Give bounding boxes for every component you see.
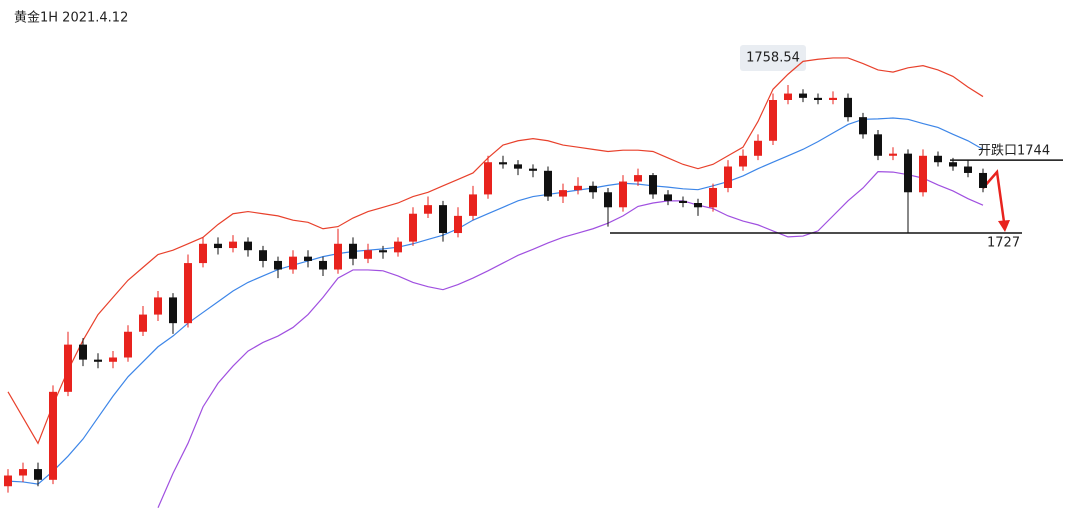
candle-body bbox=[184, 263, 192, 324]
candle-body bbox=[649, 175, 657, 195]
candle-body bbox=[604, 192, 612, 208]
candle-body bbox=[739, 155, 747, 167]
candle-body bbox=[319, 260, 327, 270]
candle-body bbox=[784, 93, 792, 100]
candle-body bbox=[679, 200, 687, 203]
forecast-arrow bbox=[982, 169, 1006, 223]
candle-body bbox=[949, 162, 957, 167]
candle-body bbox=[529, 168, 537, 171]
candle-body bbox=[799, 93, 807, 98]
candle-body bbox=[919, 155, 927, 193]
candle-body bbox=[964, 166, 972, 173]
peak-label: 1758.54 bbox=[746, 51, 800, 66]
level-label: 1727 bbox=[987, 236, 1020, 251]
level-label: 开跌口1744 bbox=[978, 143, 1050, 159]
candle-body bbox=[379, 250, 387, 253]
candle-body bbox=[229, 241, 237, 249]
peak-callout bbox=[740, 45, 806, 71]
candle-body bbox=[514, 164, 522, 169]
candle-body bbox=[469, 194, 477, 216]
candle-body bbox=[904, 153, 912, 193]
candle-body bbox=[484, 162, 492, 195]
candle-body bbox=[409, 213, 417, 242]
candle-body bbox=[754, 140, 762, 156]
arrow-head bbox=[998, 220, 1010, 232]
candle-body bbox=[334, 243, 342, 270]
candle-body bbox=[79, 344, 87, 360]
candle-body bbox=[214, 243, 222, 249]
candle-body bbox=[934, 155, 942, 163]
candle-body bbox=[769, 99, 777, 141]
candle-body bbox=[4, 475, 12, 487]
candle-body bbox=[589, 185, 597, 193]
candle-body bbox=[304, 256, 312, 261]
candle-body bbox=[64, 344, 72, 392]
candle-body bbox=[829, 97, 837, 100]
chart-title: 黄金1H 2021.4.12 bbox=[14, 10, 128, 26]
candle-body bbox=[49, 391, 57, 480]
candle-body bbox=[94, 359, 102, 362]
candle-body bbox=[574, 185, 582, 191]
candle-body bbox=[259, 250, 267, 261]
candle-body bbox=[139, 314, 147, 332]
candle-body bbox=[154, 297, 162, 315]
candle-body bbox=[619, 181, 627, 208]
candle-body bbox=[499, 162, 507, 165]
candle-body bbox=[124, 331, 132, 358]
candle-body bbox=[544, 170, 552, 197]
candle-body bbox=[664, 194, 672, 201]
candle-body bbox=[169, 297, 177, 324]
band-line bbox=[7, 117, 984, 485]
candle-body bbox=[844, 97, 852, 118]
candle-body bbox=[349, 243, 357, 259]
candle-body bbox=[109, 357, 117, 362]
band-line bbox=[157, 171, 984, 508]
candle-body bbox=[244, 241, 252, 251]
band-line bbox=[7, 57, 984, 445]
candle-body bbox=[439, 205, 447, 234]
candle-body bbox=[199, 243, 207, 264]
candle-body bbox=[874, 134, 882, 156]
candle-body bbox=[424, 205, 432, 214]
candle-body bbox=[394, 241, 402, 253]
candle-body bbox=[274, 260, 282, 270]
candle-body bbox=[694, 202, 702, 208]
candle-body bbox=[724, 166, 732, 188]
candle-body bbox=[454, 215, 462, 234]
candle-body bbox=[19, 469, 27, 476]
candle-body bbox=[34, 469, 42, 480]
candle-body bbox=[364, 250, 372, 259]
candle-body bbox=[814, 97, 822, 100]
candle-body bbox=[709, 187, 717, 208]
candle-body bbox=[889, 153, 897, 156]
candle-body bbox=[979, 172, 987, 188]
candle-body bbox=[859, 117, 867, 135]
candle-body bbox=[634, 175, 642, 182]
candle-body bbox=[289, 256, 297, 270]
candle-body bbox=[559, 190, 567, 197]
